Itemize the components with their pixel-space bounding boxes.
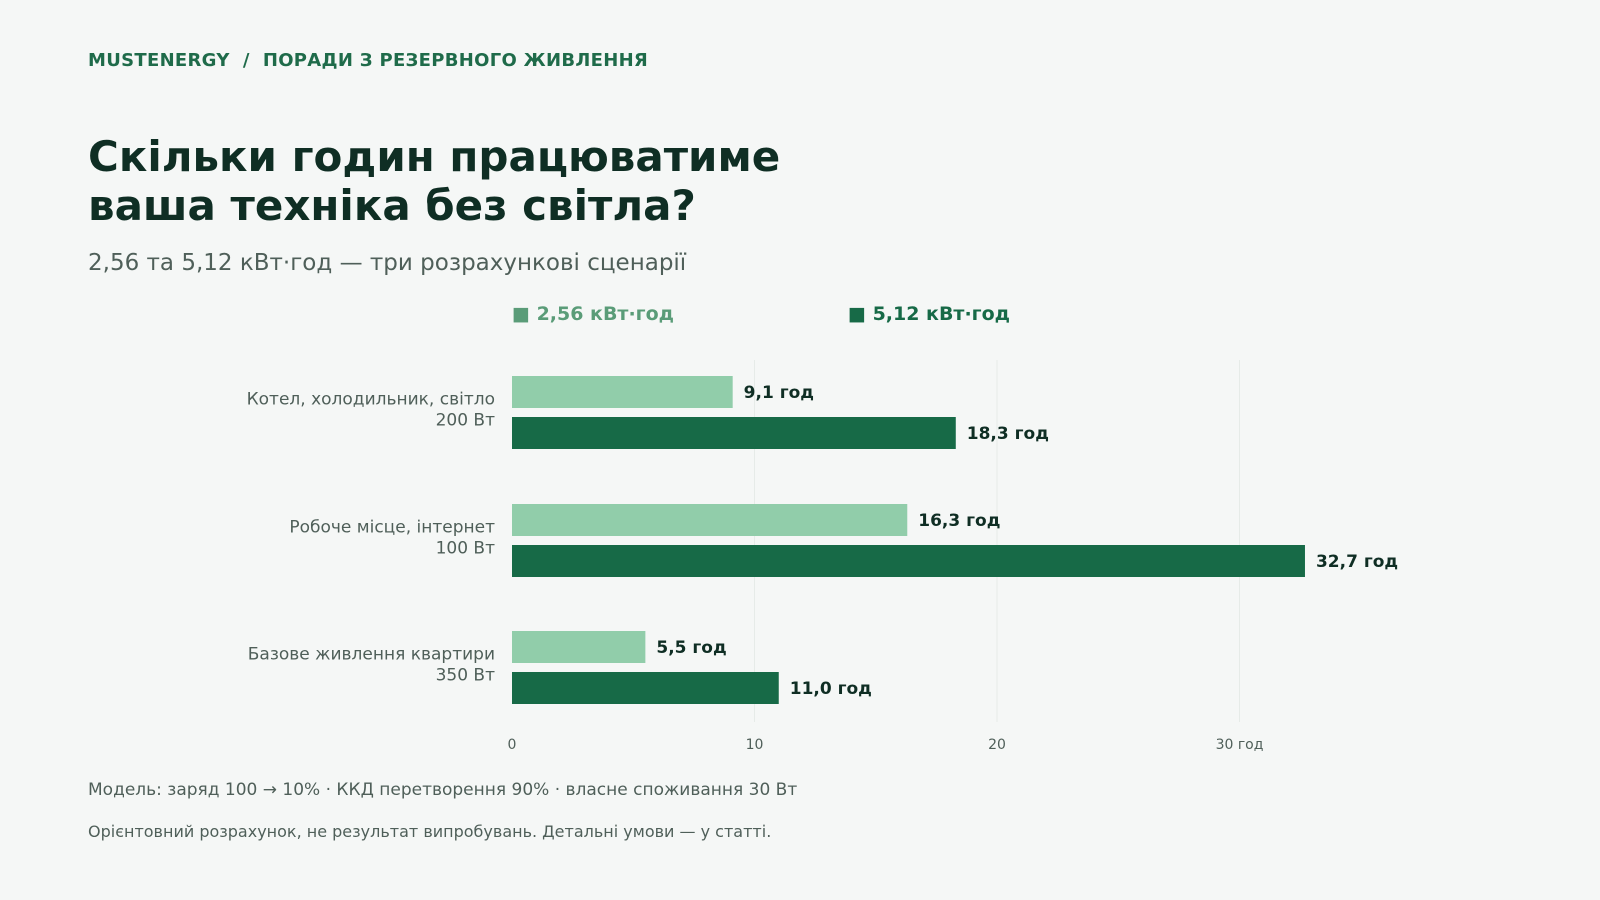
x-tick-label: 0 <box>508 737 517 753</box>
legend-item: ■ 5,12 кВт·год <box>848 303 1010 325</box>
page-title-line-1: Скільки годин працюватиме <box>88 132 781 181</box>
data-label: 9,1 год <box>744 383 814 403</box>
model-footnote: Модель: заряд 100 → 10% · ККД перетворен… <box>88 780 798 800</box>
bar <box>512 545 1305 577</box>
legend-item: ■ 2,56 кВт·год <box>512 303 674 325</box>
page-title-line-2: ваша техніка без світла? <box>88 181 696 230</box>
category-power-label: 350 Вт <box>436 666 496 686</box>
disclaimer: Орієнтовний розрахунок, не результат вип… <box>88 822 772 841</box>
breadcrumb: MUSTENERGY / ПОРАДИ З РЕЗЕРВНОГО ЖИВЛЕНН… <box>88 50 649 71</box>
x-tick-label: 20 <box>988 737 1006 753</box>
bar <box>512 672 779 704</box>
category-power-label: 100 Вт <box>436 539 496 559</box>
category-label: Котел, холодильник, світло <box>247 390 495 410</box>
x-tick-label: 30 год <box>1216 737 1264 753</box>
bar <box>512 376 733 408</box>
data-label: 11,0 год <box>790 679 872 699</box>
category-label: Базове живлення квартири <box>248 645 495 665</box>
x-tick-label: 10 <box>746 737 764 753</box>
data-label: 32,7 год <box>1316 552 1398 572</box>
data-label: 5,5 год <box>656 638 726 658</box>
data-label: 18,3 год <box>967 424 1049 444</box>
category-power-label: 200 Вт <box>436 411 496 431</box>
data-label: 16,3 год <box>918 511 1000 531</box>
page-title: Скільки годин працюватиме ваша техніка б… <box>88 132 780 230</box>
page-subtitle: 2,56 та 5,12 кВт·год — три розрахункові … <box>88 250 687 276</box>
bar <box>512 504 908 536</box>
category-label: Робоче місце, інтернет <box>289 518 495 538</box>
bar <box>512 631 646 663</box>
bar <box>512 417 956 449</box>
